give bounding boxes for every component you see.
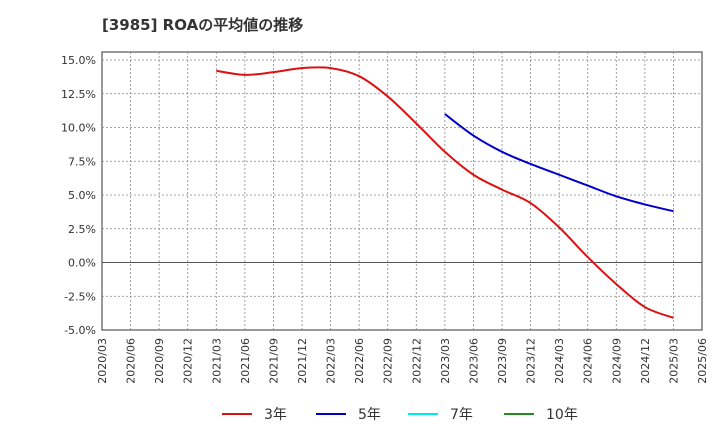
series-line-5年: [444, 113, 674, 213]
x-tick-label: 2020/09: [153, 338, 166, 384]
x-tick-label: 2020/12: [182, 338, 195, 384]
x-tick-label: 2023/03: [439, 338, 452, 384]
y-tick-label: 0.0%: [68, 257, 96, 270]
y-tick-label: -2.5%: [64, 290, 96, 303]
x-tick-label: 2025/03: [667, 338, 680, 384]
x-tick-label: 2024/03: [553, 338, 566, 384]
x-axis-ticks: 2020/03 2020/06 2020/09 2020/12 2021/03 2021/…: [96, 338, 709, 384]
x-tick-label: 2021/03: [210, 338, 223, 384]
grid-lines: [102, 52, 702, 330]
y-tick-label: 10.0%: [61, 122, 96, 135]
series-lines: [216, 66, 674, 319]
x-tick-label: 2024/12: [639, 338, 652, 384]
x-tick-label: 2021/09: [267, 338, 280, 384]
y-axis-ticks: 15.0% 12.5% 10.0% 7.5% 5.0% 2.5% 0.0% -2.5% -5.0…: [61, 54, 96, 337]
x-tick-label: 2021/12: [296, 338, 309, 384]
legend-label: 5年: [358, 407, 381, 423]
x-tick-label: 2022/12: [410, 338, 423, 384]
y-tick-label: 15.0%: [61, 54, 96, 67]
x-tick-label: 2023/06: [467, 338, 480, 384]
legend: 3年 5年 7年 10年: [222, 407, 578, 423]
y-tick-label: -5.0%: [64, 324, 96, 337]
legend-label: 3年: [264, 407, 287, 423]
x-tick-label: 2020/03: [96, 338, 109, 384]
legend-label: 7年: [450, 407, 473, 423]
x-tick-label: 2021/06: [239, 338, 252, 384]
x-tick-label: 2024/09: [610, 338, 623, 384]
x-tick-label: 2023/12: [525, 338, 538, 384]
x-tick-label: 2023/09: [496, 338, 509, 384]
chart-title: [3985] ROAの平均値の推移: [102, 16, 304, 34]
x-tick-label: 2022/03: [325, 338, 338, 384]
x-tick-label: 2022/09: [382, 338, 395, 384]
x-tick-label: 2024/06: [582, 338, 595, 384]
y-tick-label: 12.5%: [61, 88, 96, 101]
x-tick-label: 2025/06: [696, 338, 709, 384]
legend-label: 10年: [546, 407, 578, 423]
y-tick-label: 2.5%: [68, 223, 96, 236]
y-tick-label: 5.0%: [68, 189, 96, 202]
x-tick-label: 2020/06: [125, 338, 138, 384]
x-tick-label: 2022/06: [353, 338, 366, 384]
y-tick-label: 7.5%: [68, 155, 96, 168]
series-line-3年: [216, 66, 674, 319]
